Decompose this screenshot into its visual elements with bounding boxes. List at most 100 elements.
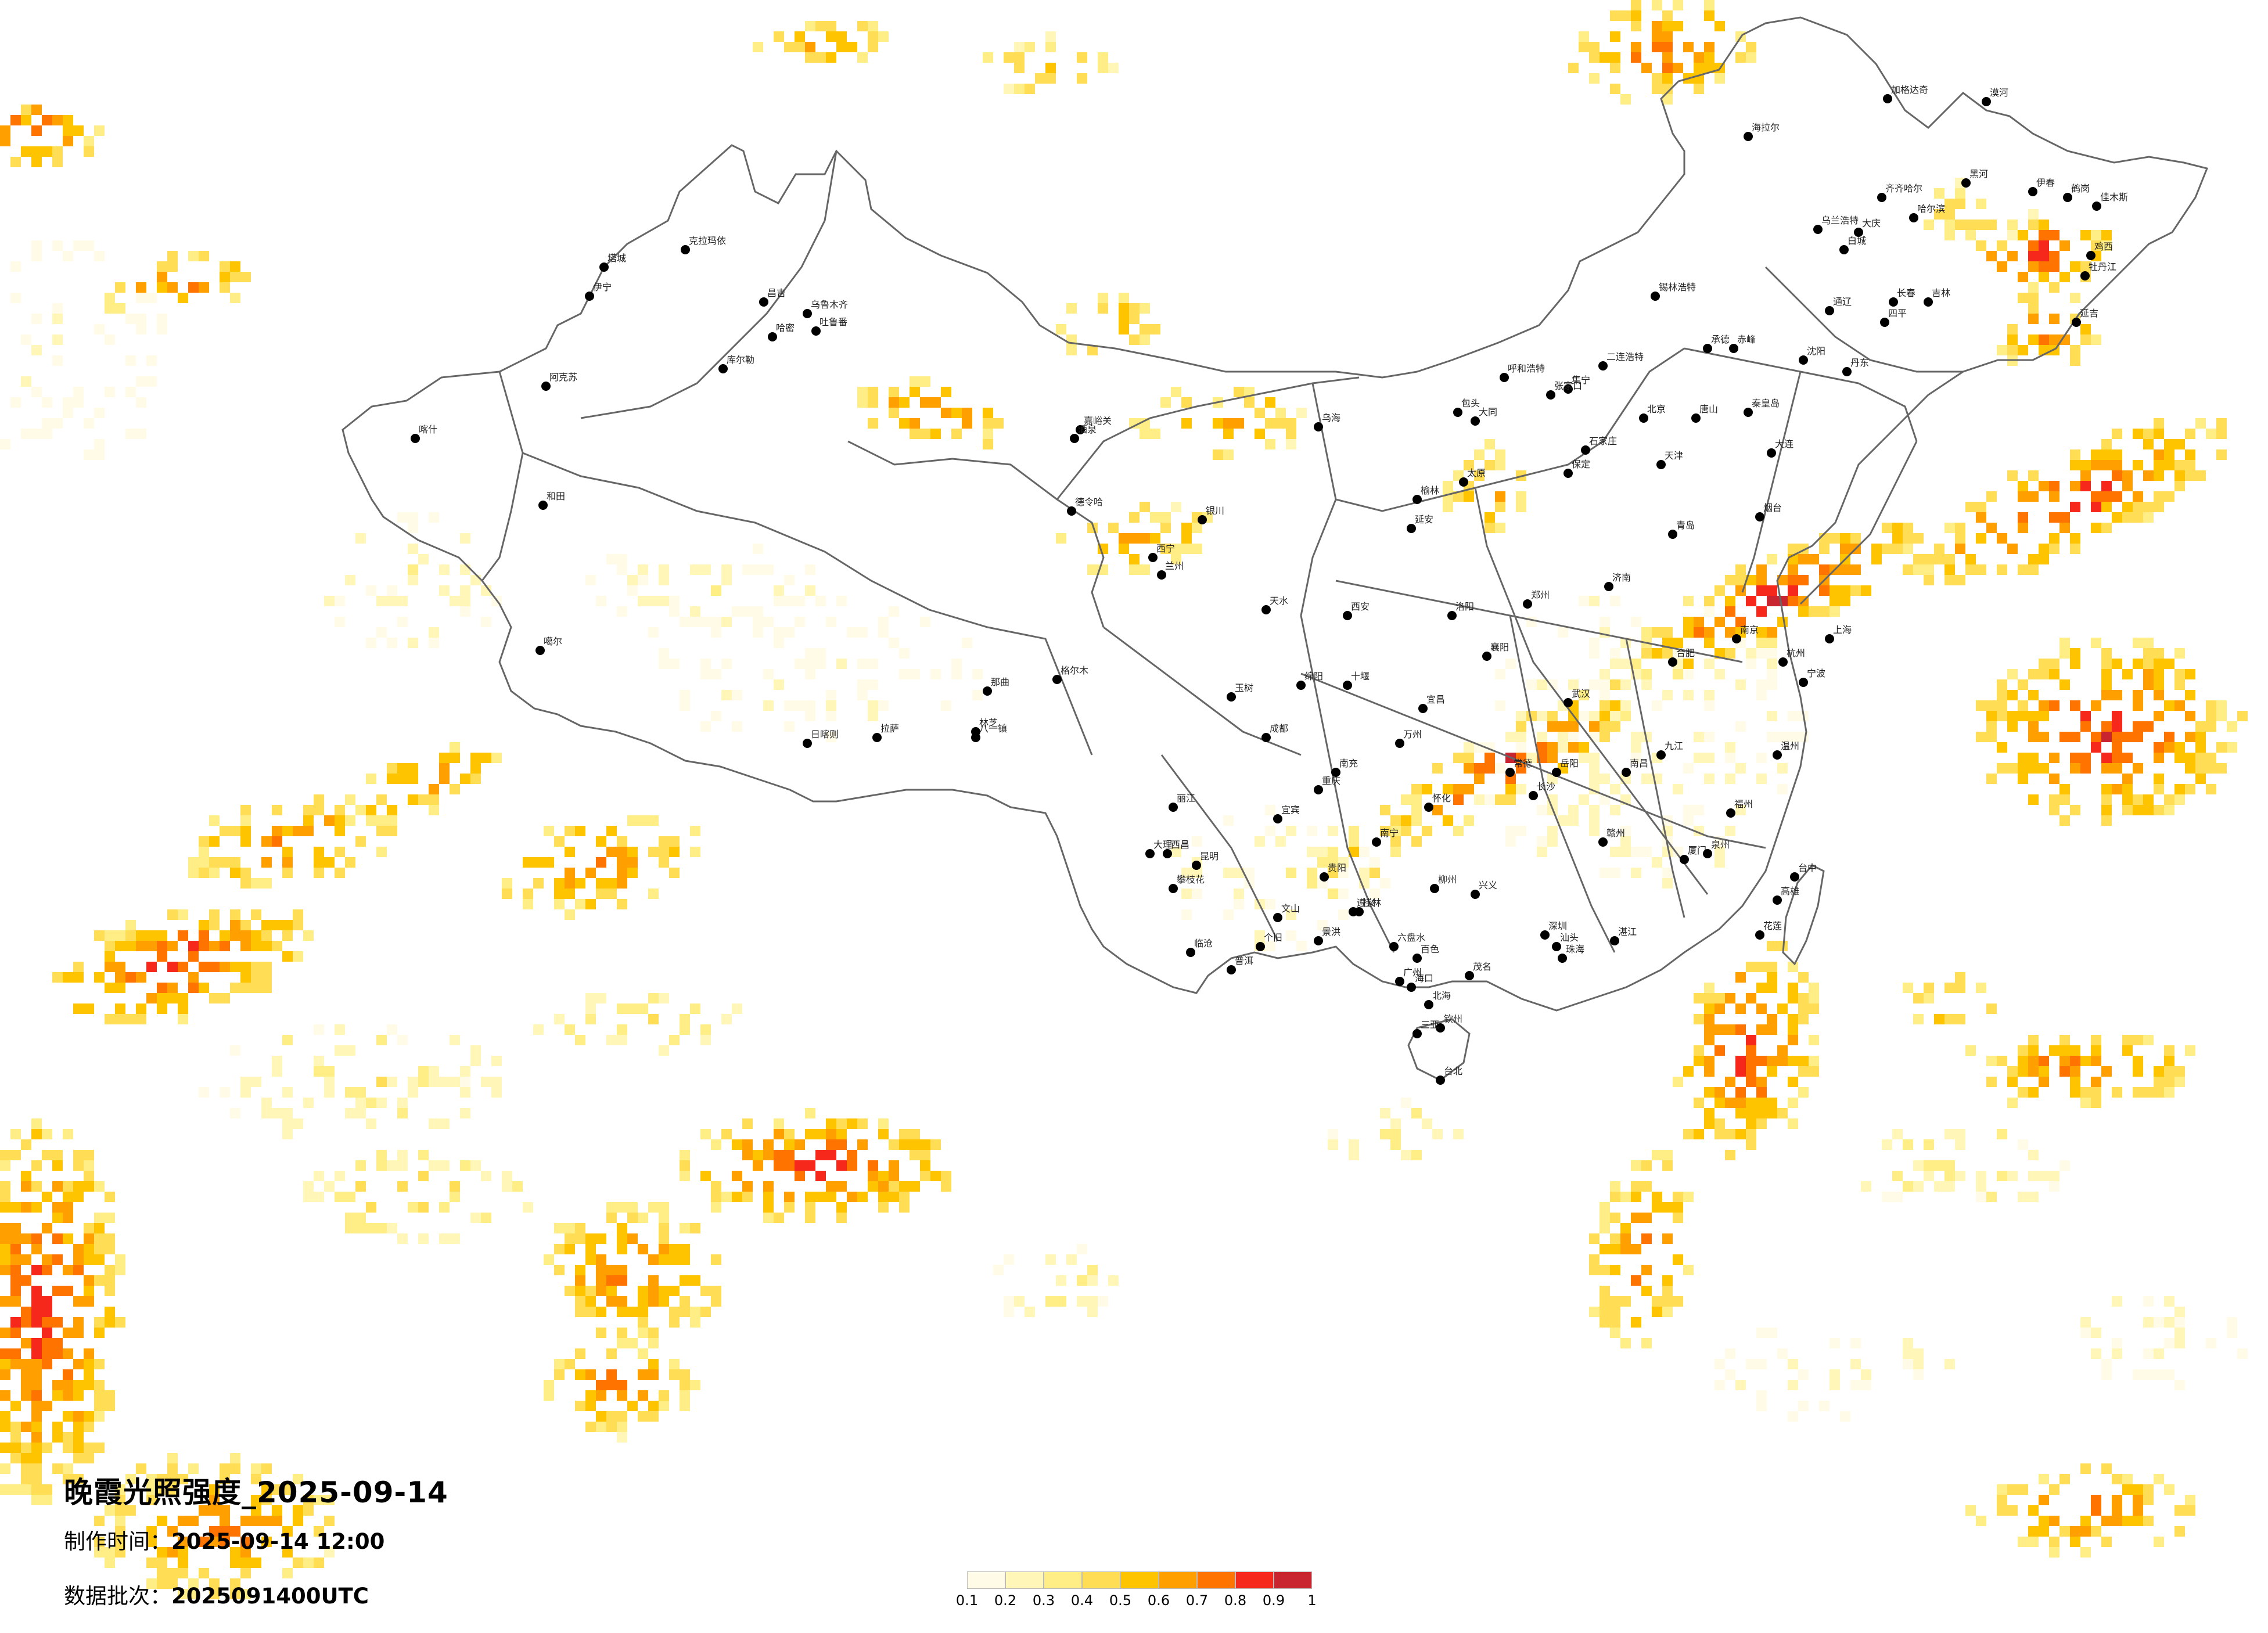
heat-cell <box>1579 596 1589 606</box>
heat-cell <box>1986 220 1997 230</box>
heat-cell <box>878 1118 889 1129</box>
heat-cell <box>188 251 199 261</box>
city-label: 乌兰浩特 <box>1821 215 1859 226</box>
heat-cell <box>1767 669 1777 679</box>
heat-cell <box>700 721 711 732</box>
heat-cell <box>2101 491 2112 502</box>
heat-cell <box>63 1474 73 1484</box>
heat-cell <box>251 1495 261 1505</box>
city-dot <box>1163 849 1172 858</box>
heat-cell <box>1830 1338 1840 1348</box>
heat-cell <box>1777 575 1788 585</box>
heat-cell <box>1683 659 1694 669</box>
city-dot <box>585 292 594 301</box>
heat-cell <box>240 972 251 983</box>
city-dot <box>1320 872 1329 882</box>
heat-cell <box>481 617 491 627</box>
heat-cell <box>565 1244 575 1254</box>
heat-cell <box>815 21 826 31</box>
heat-cell <box>73 1160 84 1171</box>
heat-cell <box>2091 230 2101 240</box>
heat-cell <box>2185 460 2195 470</box>
heat-cell <box>732 721 742 732</box>
heat-cell <box>1359 868 1370 878</box>
heat-cell <box>2227 721 2237 732</box>
heat-cell <box>1673 669 1683 679</box>
heat-cell <box>146 941 157 951</box>
heat-cell <box>1986 721 1997 732</box>
heat-cell <box>1223 429 1234 439</box>
heat-cell <box>826 690 836 700</box>
heat-cell <box>2216 742 2227 753</box>
heat-cell <box>314 857 324 868</box>
heat-cell <box>617 1265 627 1275</box>
heat-cell <box>774 596 784 606</box>
legend-tick-label: 0.3 <box>1032 1592 1055 1609</box>
heat-cell <box>408 544 418 554</box>
heat-cell <box>1620 1192 1631 1202</box>
heat-cell <box>2028 470 2039 481</box>
city-label: 集宁 <box>1572 375 1590 386</box>
heat-cell <box>1976 1192 1986 1202</box>
heat-cell <box>2154 659 2164 669</box>
heat-cell <box>2018 1484 2028 1495</box>
heat-cell <box>1767 1328 1777 1338</box>
city-label: 哈尔滨 <box>1917 203 1945 214</box>
heat-cell <box>251 962 261 972</box>
heat-cell <box>2174 1077 2185 1087</box>
heat-cell <box>167 1463 178 1474</box>
city-label: 怀化 <box>1432 793 1451 804</box>
heat-cell <box>10 157 21 167</box>
heat-cell <box>10 115 21 125</box>
heat-cell <box>1631 742 1641 753</box>
city-label: 宜宾 <box>1281 804 1300 815</box>
heat-cell <box>240 878 251 889</box>
heat-cell <box>230 261 240 272</box>
heat-cell <box>1390 1129 1401 1139</box>
heat-cell <box>2133 1505 2143 1516</box>
heat-cell <box>220 941 230 951</box>
heat-cell <box>220 993 230 1003</box>
heat-cell <box>1411 1150 1422 1160</box>
heat-cell <box>1589 774 1600 784</box>
heat-cell <box>314 1558 324 1568</box>
heat-cell <box>1485 439 1495 449</box>
heat-cell <box>209 836 220 847</box>
heat-cell <box>721 617 732 627</box>
heat-cell <box>1411 836 1422 847</box>
heat-cell <box>105 334 115 345</box>
heat-cell <box>167 1526 178 1537</box>
heat-cell <box>1652 627 1662 638</box>
heat-cell <box>42 1192 52 1202</box>
heat-cell <box>1662 878 1673 889</box>
heat-cell <box>2122 794 2133 805</box>
heat-cell <box>1014 84 1025 94</box>
heat-cell <box>544 1254 554 1265</box>
heat-cell <box>2080 1547 2091 1558</box>
heat-cell <box>73 1359 84 1369</box>
heat-cell <box>1767 972 1777 983</box>
heat-cell <box>659 836 669 847</box>
city-dot <box>2063 193 2072 202</box>
heat-cell <box>52 1348 63 1359</box>
heat-cell <box>1495 700 1505 711</box>
heat-cell <box>63 1328 73 1338</box>
heat-cell <box>1568 732 1579 742</box>
heat-cell <box>42 1338 52 1348</box>
legend-swatch <box>1197 1571 1235 1589</box>
heat-cell <box>167 1568 178 1578</box>
heat-cell <box>261 1098 272 1108</box>
heat-cell <box>52 1181 63 1192</box>
heat-cell <box>21 105 31 115</box>
heat-cell <box>1735 1108 1746 1118</box>
heat-cell <box>2133 1035 2143 1045</box>
city-label: 四平 <box>1888 308 1907 319</box>
heat-cell <box>2164 1338 2174 1348</box>
city-dot <box>1314 936 1323 945</box>
city-dot <box>1314 785 1323 794</box>
heat-cell <box>2080 1087 2091 1098</box>
city-dot <box>1256 942 1265 951</box>
heat-cell <box>680 1275 690 1286</box>
heat-cell <box>1652 73 1662 84</box>
